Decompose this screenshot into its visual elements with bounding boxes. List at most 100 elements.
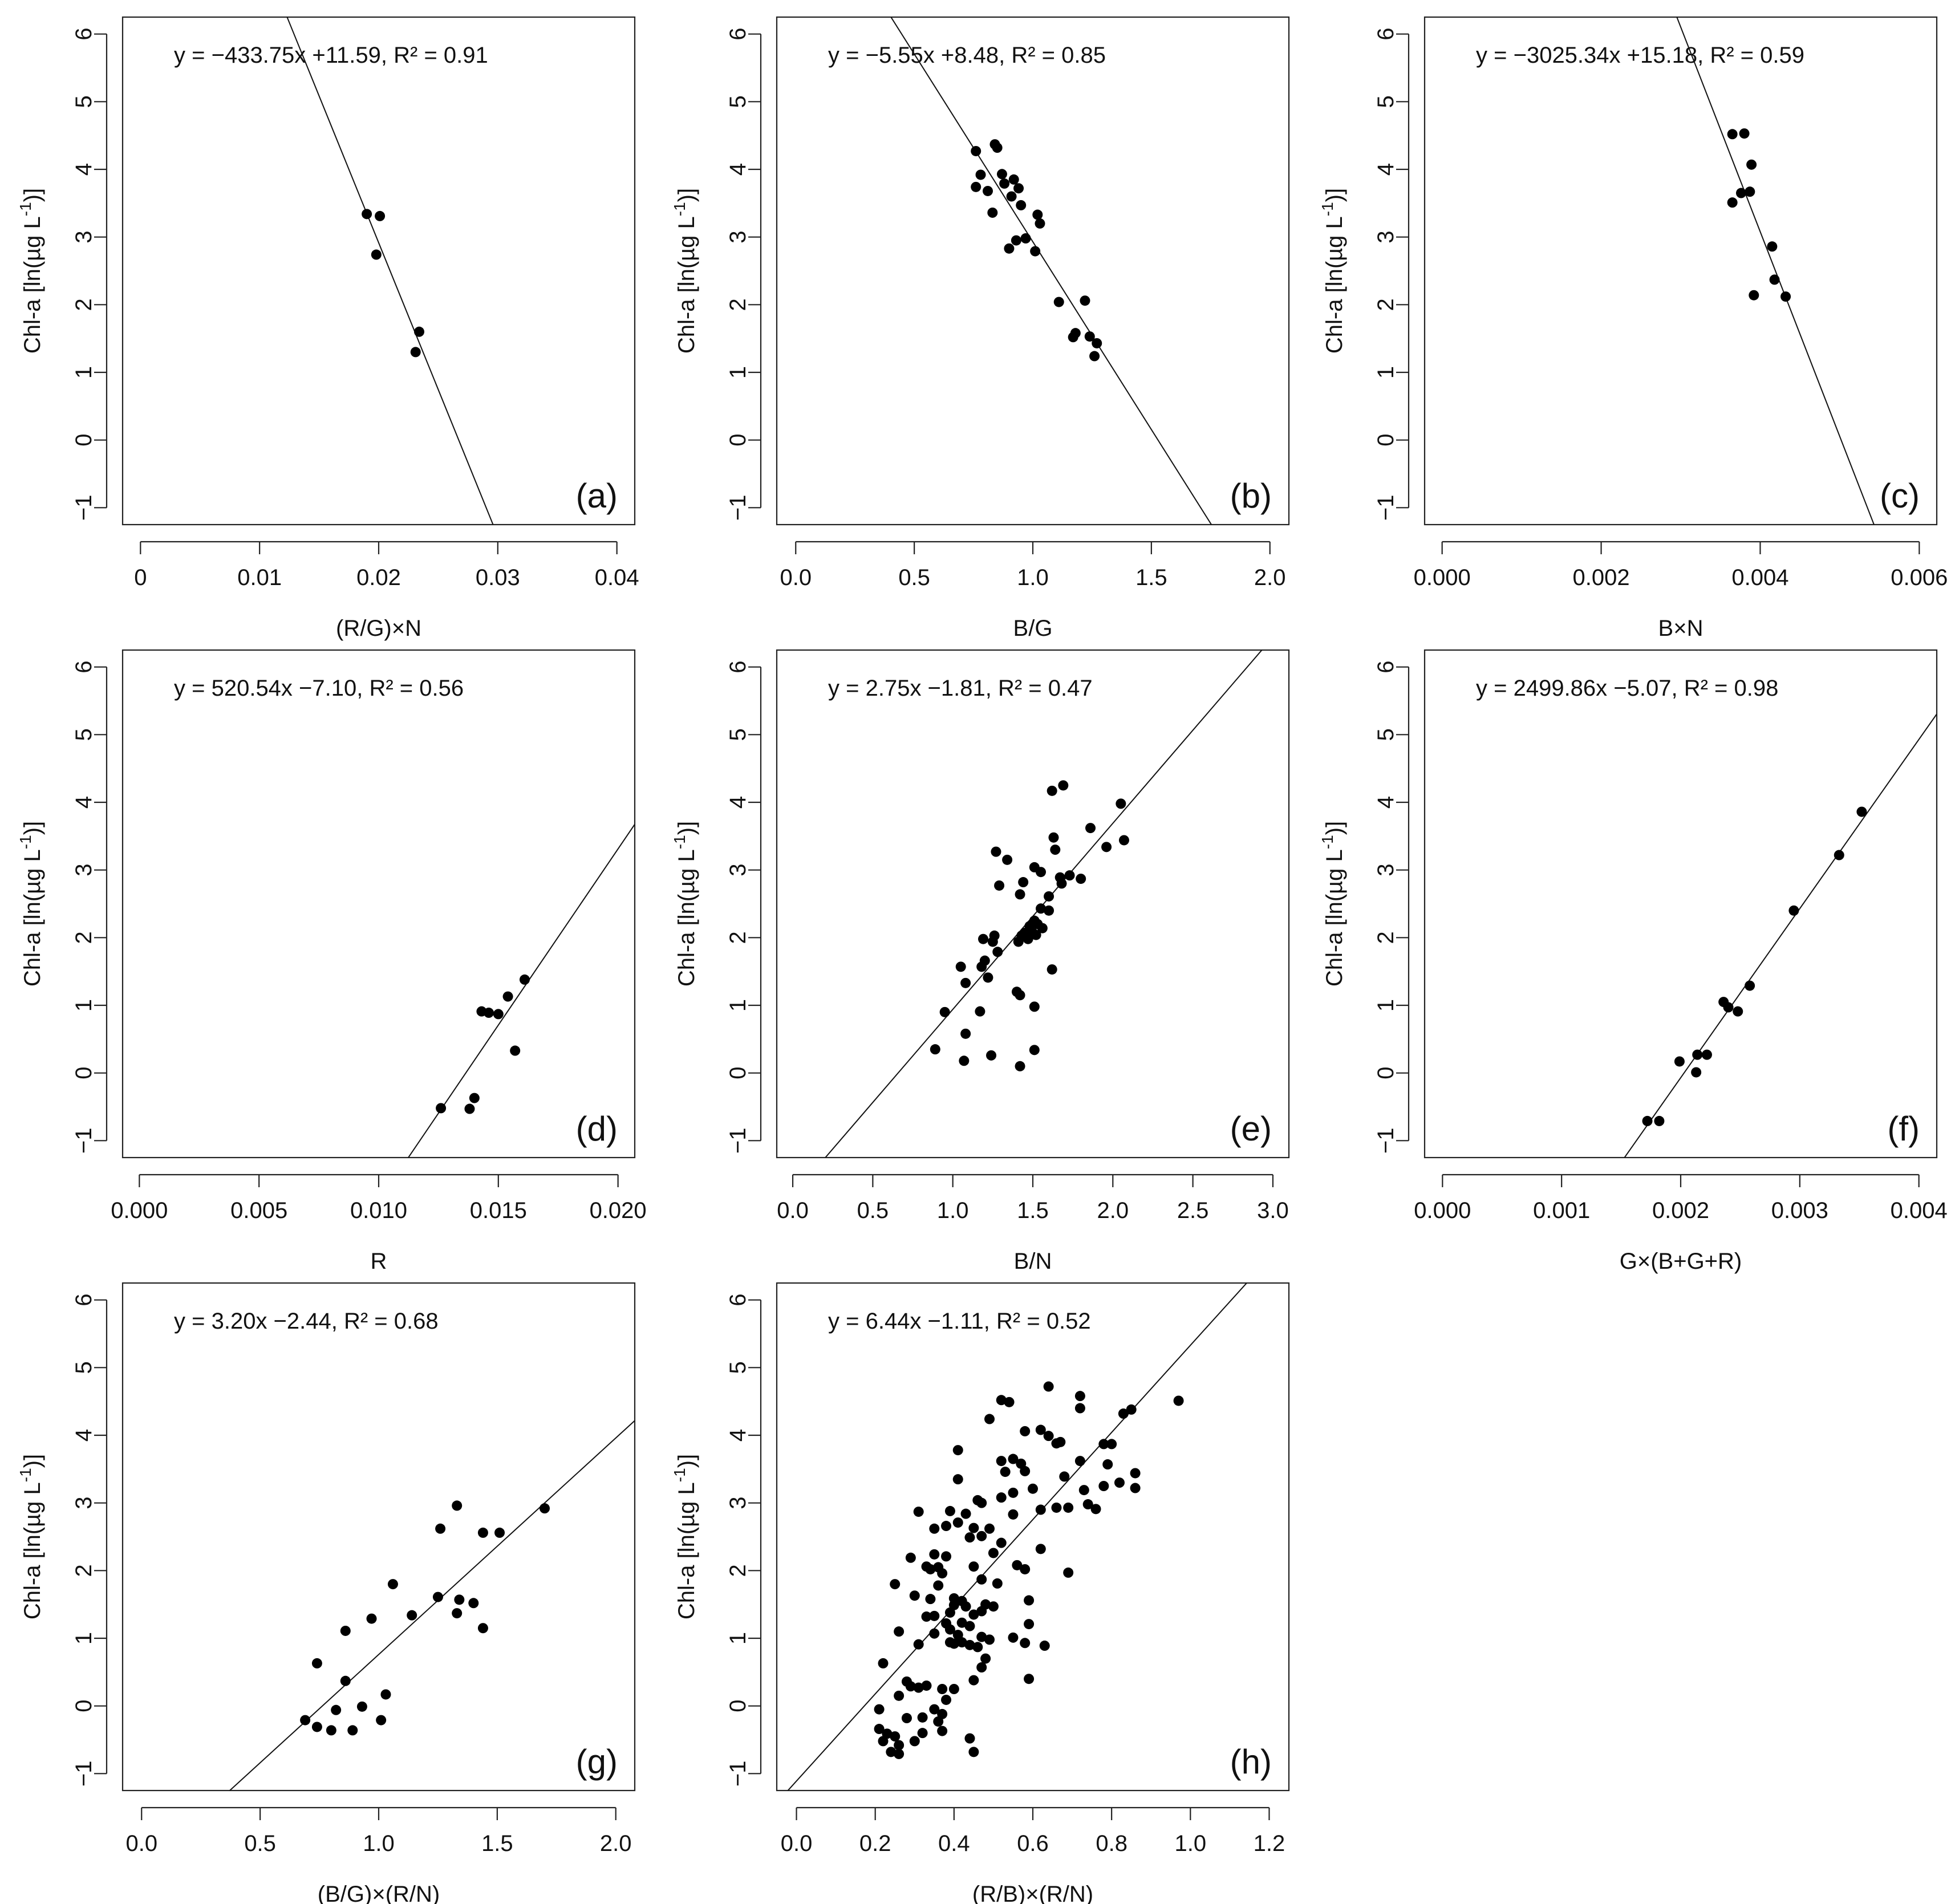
y-axis-title-main: Chl-a [ln(µg L <box>674 849 699 986</box>
data-point <box>1039 1641 1050 1651</box>
data-point <box>905 1681 916 1692</box>
data-point <box>994 880 1005 891</box>
data-point <box>959 1055 970 1066</box>
x-tick-label: 0.000 <box>111 1198 168 1223</box>
plot-frame <box>121 649 636 1159</box>
y-axis-title: Chl-a [ln(µg L-1)] <box>671 1454 699 1619</box>
data-point <box>347 1725 358 1736</box>
data-point <box>477 1623 488 1634</box>
y-tick-label: 4 <box>1373 163 1398 176</box>
y-tick-label: 3 <box>725 864 751 876</box>
data-point <box>1745 980 1755 991</box>
plot-frame <box>121 16 636 526</box>
data-point <box>387 1579 398 1590</box>
y-tick-label: 2 <box>725 1564 751 1577</box>
data-point <box>1692 1049 1703 1060</box>
data-point <box>1074 1391 1085 1402</box>
data-point <box>1031 929 1041 940</box>
y-tick-label: 3 <box>1373 864 1398 876</box>
data-point <box>987 936 998 947</box>
data-point <box>1053 297 1064 307</box>
y-tick-label: 2 <box>1373 298 1398 311</box>
y-tick-label: −1 <box>725 1761 751 1787</box>
y-tick-label: 5 <box>71 728 96 741</box>
data-point <box>1008 1509 1019 1520</box>
x-axis-title: (R/B)×(R/N) <box>972 1882 1093 1904</box>
x-axis-title: B/G <box>1013 616 1053 641</box>
regression-line <box>1676 17 1875 525</box>
y-axis-title-superscript: -1 <box>671 1468 688 1482</box>
data-point <box>1723 1002 1734 1013</box>
y-tick-label: 5 <box>71 95 96 108</box>
data-point <box>1020 1465 1031 1476</box>
panel-label: (d) <box>576 1110 618 1148</box>
data-point <box>1102 1459 1113 1470</box>
regression-equation: y = 2.75x −1.81, R² = 0.47 <box>828 676 1093 701</box>
data-point <box>1036 903 1047 914</box>
data-point <box>976 1530 987 1541</box>
data-point <box>1733 1006 1743 1017</box>
data-point <box>1767 241 1778 252</box>
data-point <box>960 1028 971 1039</box>
x-tick-label: 1.5 <box>1017 1198 1049 1223</box>
data-point <box>1006 191 1017 202</box>
x-tick-label: 0.001 <box>1533 1198 1590 1223</box>
y-tick-label: 1 <box>725 366 751 379</box>
x-tick-label: 0.2 <box>859 1831 891 1856</box>
y-axis-title: Chl-a [ln(µg L-1)] <box>671 188 699 354</box>
data-point <box>1008 1487 1019 1498</box>
data-point <box>933 1580 944 1591</box>
data-point <box>874 1704 885 1715</box>
data-point <box>978 933 989 944</box>
data-point <box>1130 1483 1141 1493</box>
y-axis-title-close: )] <box>1322 821 1347 835</box>
data-point <box>1050 845 1061 855</box>
y-tick-label: 2 <box>1373 931 1398 944</box>
data-point <box>1856 806 1867 817</box>
data-point <box>1118 1408 1129 1419</box>
data-point <box>452 1500 463 1511</box>
data-point <box>941 1694 952 1705</box>
chart-panel-8: 0.0 0.2 0.4 0.6 0.8 1.0 1.2 −1 0 1 2 3 4 5 6 (R/B)×(R/N… <box>671 1282 1290 1904</box>
data-point <box>988 1601 999 1612</box>
data-point <box>452 1608 463 1619</box>
x-tick-label: 0.010 <box>350 1198 407 1223</box>
panel-label: (f) <box>1887 1110 1920 1148</box>
data-point <box>956 1617 967 1628</box>
data-point <box>944 1637 955 1648</box>
y-tick-label: 6 <box>1373 28 1398 40</box>
regression-equation: y = −3025.34x +15.18, R² = 0.59 <box>1476 43 1804 68</box>
chart-panel-3: 0.000 0.002 0.004 0.006 −1 0 1 2 3 4 5 6 B×N Chl-a [l… <box>1319 16 1948 641</box>
y-tick-label: 0 <box>71 1700 96 1712</box>
regression-line <box>229 1420 635 1791</box>
regression-equation: y = −5.55x +8.48, R² = 0.85 <box>828 43 1106 68</box>
regression-line <box>1624 713 1937 1158</box>
data-point <box>1024 1619 1035 1630</box>
data-point <box>510 1045 521 1056</box>
data-point <box>376 1715 387 1726</box>
chart-panel-5: 0.0 0.5 1.0 1.5 2.0 2.5 3.0 −1 0 1 2 3 4 5 6 B/N Chl-a [… <box>671 649 1290 1274</box>
data-point <box>1056 878 1067 889</box>
y-tick-label: 2 <box>71 298 96 311</box>
data-point <box>1780 291 1791 302</box>
y-tick-label: −1 <box>71 1761 96 1787</box>
data-point <box>1064 870 1075 881</box>
x-tick-label: 0.0 <box>780 565 812 590</box>
panel-label: (a) <box>576 477 618 515</box>
data-point <box>1090 1504 1101 1515</box>
data-point <box>971 145 981 156</box>
y-tick-label: −1 <box>71 1128 96 1154</box>
data-point <box>1035 1424 1046 1435</box>
data-point <box>983 972 993 983</box>
regression-line <box>787 1283 1248 1791</box>
data-point <box>975 169 986 180</box>
regression-equation: y = 6.44x −1.11, R² = 0.52 <box>828 1309 1091 1334</box>
y-tick-label: 1 <box>71 999 96 1012</box>
chart-panel-7: 0.0 0.5 1.0 1.5 2.0 −1 0 1 2 3 4 5 6 (B/G)×(R/N) Chl-a… <box>17 1282 636 1904</box>
y-tick-label: 4 <box>71 1429 96 1442</box>
x-tick-label: 1.0 <box>363 1831 395 1856</box>
data-point <box>1080 295 1090 306</box>
data-point <box>933 1716 944 1727</box>
data-point <box>1092 338 1102 348</box>
data-point <box>1044 905 1054 916</box>
